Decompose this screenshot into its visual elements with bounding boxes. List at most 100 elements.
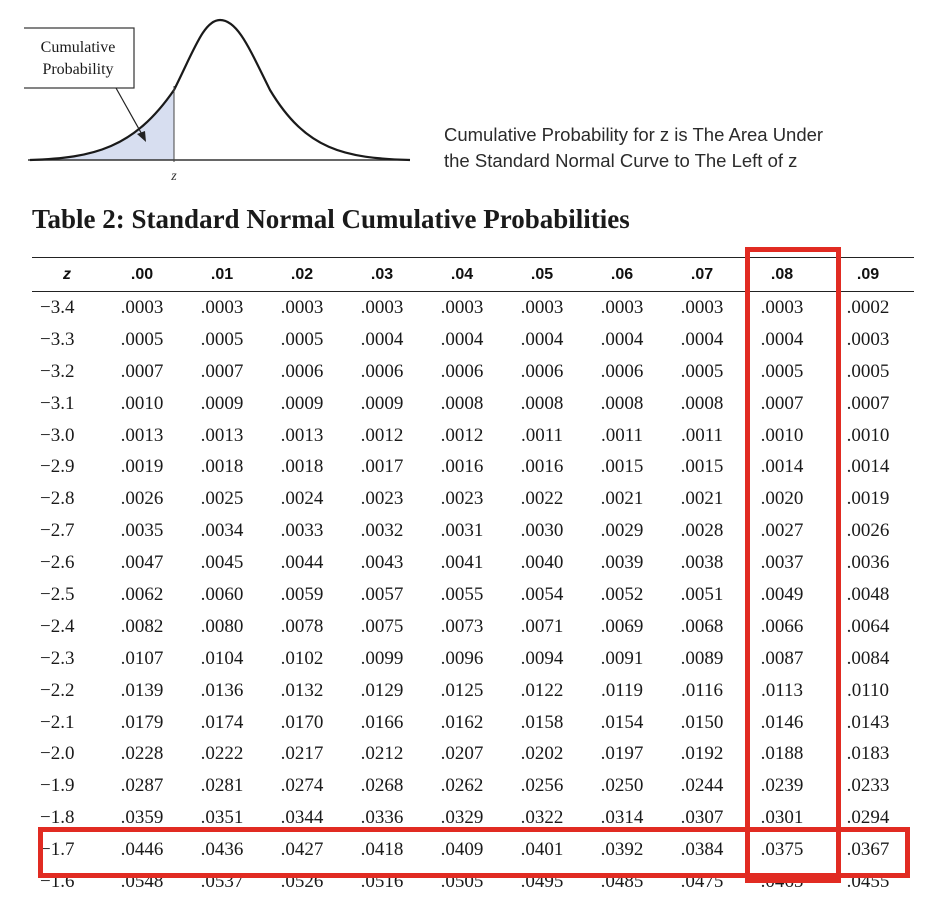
probability-cell: .0188 (760, 743, 804, 765)
probability-cell: .0069 (600, 615, 644, 637)
probability-cell: .0036 (846, 552, 890, 574)
z-value-cell: −2.4 (40, 615, 75, 637)
table-row: −2.5 .0062 .0060 .0059 .0057 .0055 .0054 .0052.… (32, 579, 914, 611)
probability-cell: .0047 (120, 552, 164, 574)
table-row: −3.3 .0005 .0005 .0005 .0004 .0004 .0004 .0004.… (32, 324, 914, 356)
probability-cell: .0008 (680, 392, 724, 414)
probability-cell: .0244 (680, 775, 724, 797)
probability-cell: .0202 (520, 743, 564, 765)
probability-cell: .0026 (120, 488, 164, 510)
probability-cell: .0005 (680, 360, 724, 382)
probability-cell: .0294 (846, 807, 890, 829)
probability-cell: .0329 (440, 807, 484, 829)
probability-cell: .0526 (280, 870, 324, 892)
figure-caption: Cumulative Probability for z is The Area… (444, 122, 914, 174)
probability-cell: .0212 (360, 743, 404, 765)
probability-cell: .0004 (440, 328, 484, 350)
probability-cell: .0006 (440, 360, 484, 382)
probability-cell: .0427 (280, 839, 324, 861)
probability-cell: .0052 (600, 583, 644, 605)
probability-cell: .0375 (760, 839, 804, 861)
caption-line2: the Standard Normal Curve to The Left of… (444, 150, 798, 171)
probability-cell: .0004 (760, 328, 804, 350)
probability-cell: .0207 (440, 743, 484, 765)
probability-cell: .0102 (280, 647, 324, 669)
caption-line1: Cumulative Probability for z is The Area… (444, 124, 824, 145)
z-value-cell: −2.0 (40, 743, 75, 765)
probability-cell: .0505 (440, 870, 484, 892)
probability-cell: .0495 (520, 870, 564, 892)
probability-cell: .0080 (200, 615, 244, 637)
probability-cell: .0038 (680, 552, 724, 574)
probability-cell: .0078 (280, 615, 324, 637)
probability-cell: .0032 (360, 520, 404, 542)
probability-cell: .0107 (120, 647, 164, 669)
probability-cell: .0044 (280, 552, 324, 574)
probability-cell: .0018 (200, 456, 244, 478)
probability-cell: .0005 (120, 328, 164, 350)
probability-cell: .0033 (280, 520, 324, 542)
probability-cell: .0034 (200, 520, 244, 542)
probability-cell: .0075 (360, 615, 404, 637)
probability-table: z .00 .01 .02 .03 .04 .05 .06 .07 .08 .09 −3.4 .000… (32, 257, 914, 898)
probability-cell: .0007 (760, 392, 804, 414)
probability-cell: .0008 (600, 392, 644, 414)
probability-cell: .0005 (760, 360, 804, 382)
probability-cell: .0011 (600, 424, 644, 446)
probability-cell: .0003 (846, 328, 890, 350)
probability-cell: .0016 (520, 456, 564, 478)
label-box (24, 27, 135, 89)
probability-cell: .0028 (680, 520, 724, 542)
probability-cell: .0094 (520, 647, 564, 669)
probability-cell: .0455 (846, 870, 890, 892)
probability-cell: .0014 (846, 456, 890, 478)
probability-cell: .0013 (280, 424, 324, 446)
table-header: z .00 .01 .02 .03 .04 .05 .06 .07 .08 .09 (32, 257, 914, 292)
probability-cell: .0003 (280, 296, 324, 318)
probability-cell: .0003 (440, 296, 484, 318)
probability-cell: .0068 (680, 615, 724, 637)
z-value-cell: −3.4 (40, 296, 75, 318)
probability-cell: .0009 (360, 392, 404, 414)
probability-cell: .0017 (360, 456, 404, 478)
probability-cell: .0233 (846, 775, 890, 797)
header-col: .00 (130, 265, 154, 283)
probability-cell: .0059 (280, 583, 324, 605)
probability-cell: .0021 (680, 488, 724, 510)
probability-cell: .0281 (200, 775, 244, 797)
probability-cell: .0322 (520, 807, 564, 829)
probability-cell: .0027 (760, 520, 804, 542)
probability-cell: .0087 (760, 647, 804, 669)
probability-cell: .0057 (360, 583, 404, 605)
probability-cell: .0006 (280, 360, 324, 382)
table-row: −2.0 .0228 .0222 .0217 .0212 .0207 .0202 .0197.… (32, 738, 914, 770)
probability-cell: .0089 (680, 647, 724, 669)
probability-cell: .0436 (200, 839, 244, 861)
z-value-cell: −2.3 (40, 647, 75, 669)
probability-cell: .0049 (760, 583, 804, 605)
probability-cell: .0307 (680, 807, 724, 829)
probability-cell: .0125 (440, 679, 484, 701)
probability-cell: .0003 (120, 296, 164, 318)
probability-cell: .0166 (360, 711, 404, 733)
probability-cell: .0116 (680, 679, 724, 701)
probability-cell: .0006 (360, 360, 404, 382)
probability-cell: .0003 (680, 296, 724, 318)
probability-cell: .0003 (600, 296, 644, 318)
probability-cell: .0004 (520, 328, 564, 350)
probability-cell: .0314 (600, 807, 644, 829)
table-row: −3.4 .0003 .0003 .0003 .0003 .0003 .0003 .0003.… (32, 292, 914, 324)
probability-cell: .0274 (280, 775, 324, 797)
z-value-cell: −2.1 (40, 711, 75, 733)
probability-cell: .0040 (520, 552, 564, 574)
table-row: −3.2 .0007 .0007 .0006 .0006 .0006 .0006 .0006.… (32, 356, 914, 388)
arrow-head-icon (137, 131, 146, 142)
z-value-cell: −1.9 (40, 775, 75, 797)
probability-cell: .0008 (440, 392, 484, 414)
table-row: −2.9 .0019 .0018 .0018 .0017 .0016 .0016 .0015.… (32, 451, 914, 483)
table-row: −3.1 .0010 .0009 .0009 .0009 .0008 .0008 .0008.… (32, 388, 914, 420)
probability-cell: .0004 (680, 328, 724, 350)
normal-curve-figure: Cumulative Probability z (24, 18, 411, 184)
probability-cell: .0162 (440, 711, 484, 733)
probability-cell: .0012 (360, 424, 404, 446)
